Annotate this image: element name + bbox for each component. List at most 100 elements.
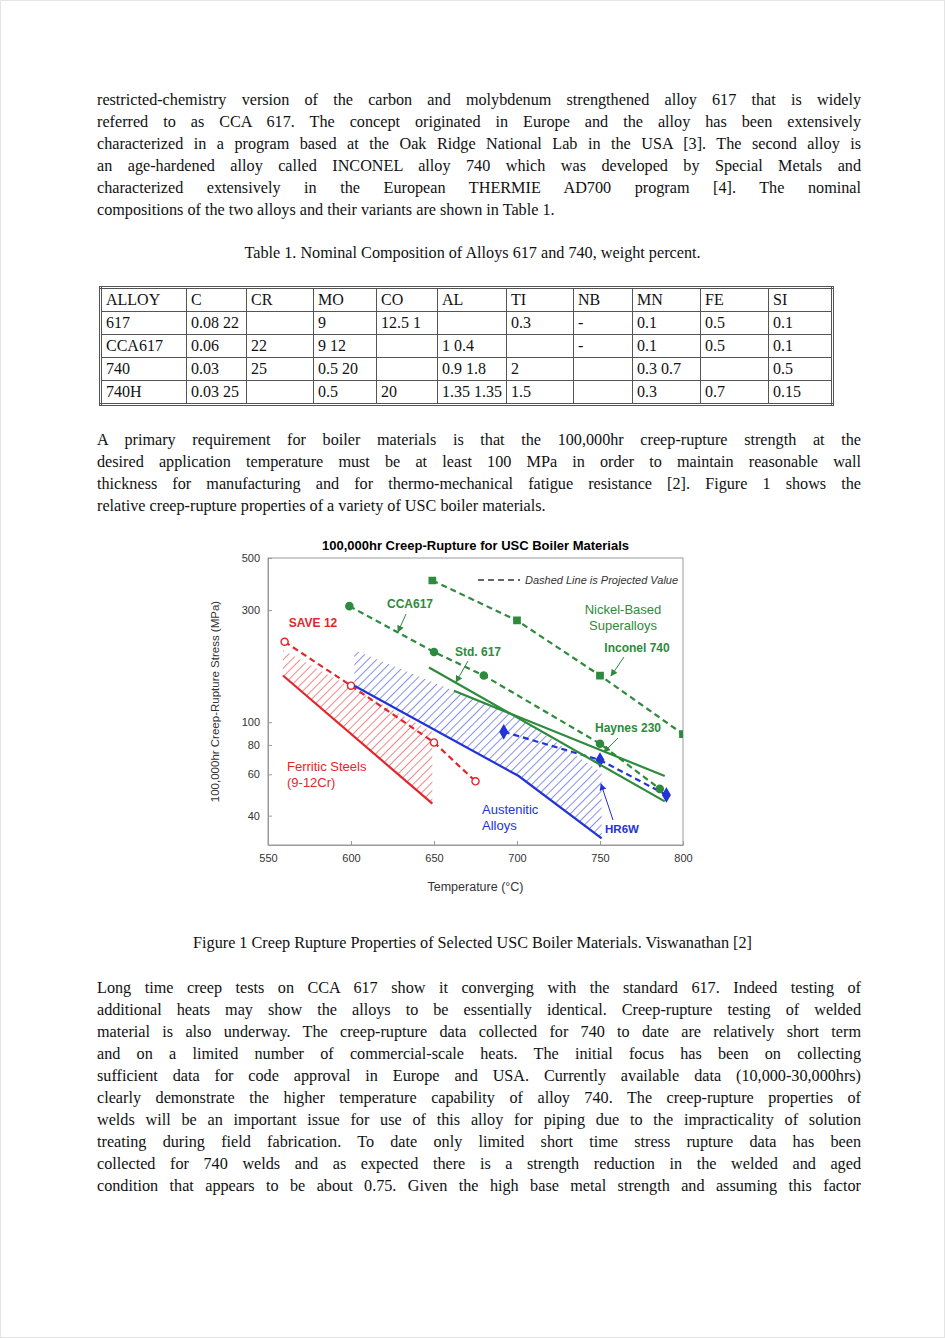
y-tick-mark xyxy=(268,774,272,775)
series-label: Haynes 230 xyxy=(595,721,661,735)
text-line: an age-hardened alloy called INCONEL all… xyxy=(97,155,861,177)
table-cell: 0.1 xyxy=(769,335,833,358)
table-cell: 22 xyxy=(247,335,314,358)
text-line: sufficient data for code approval in Eur… xyxy=(97,1065,861,1087)
table-row: 6170.08 22912.5 10.3-0.10.50.1 xyxy=(101,312,833,335)
table-cell: 740 xyxy=(101,358,187,381)
table-cell: 9 xyxy=(314,312,377,335)
table-row: 7400.03250.5 200.9 1.820.3 0.70.5 xyxy=(101,358,833,381)
series-label: Inconel 740 xyxy=(604,641,670,655)
y-tick-label: 40 xyxy=(248,810,260,822)
y-tick-label: 100 xyxy=(242,716,260,728)
table-cell: 0.03 xyxy=(187,358,247,381)
text-line: relative creep-rupture properties of a v… xyxy=(97,495,861,517)
series-marker xyxy=(680,731,683,737)
series-marker xyxy=(480,672,487,679)
table-cell: 12.5 1 xyxy=(377,312,438,335)
table-cell: 0.5 xyxy=(701,312,769,335)
y-tick-mark xyxy=(268,745,272,746)
plot-frame xyxy=(268,558,683,845)
text-line: condition that appears to be about 0.75.… xyxy=(97,1175,861,1197)
figure-caption: Figure 1 Creep Rupture Properties of Sel… xyxy=(0,932,945,954)
text-line: Long time creep tests on CCA 617 show it… xyxy=(97,977,861,999)
text-line: characterized extensively in the Europea… xyxy=(97,177,861,199)
table-header-cell: TI xyxy=(507,288,574,312)
annotation: Superalloys xyxy=(589,618,657,633)
series-marker xyxy=(663,789,670,802)
y-tick: 40 xyxy=(248,810,272,822)
table-cell: 0.5 xyxy=(701,335,769,358)
table-cell: 0.3 xyxy=(633,381,701,405)
y-tick: 80 xyxy=(248,739,272,751)
x-tick-label: 700 xyxy=(508,852,526,864)
y-tick-mark xyxy=(268,610,272,611)
table-header-cell: AL xyxy=(438,288,507,312)
text-line: material is also underway. The creep-rup… xyxy=(97,1021,861,1043)
y-tick-label: 80 xyxy=(248,739,260,751)
table-cell: 0.1 xyxy=(769,312,833,335)
text-line: compositions of the two alloys and their… xyxy=(97,199,861,221)
series-label: Austenitic xyxy=(482,802,539,817)
y-tick: 60 xyxy=(248,768,272,780)
annotation-line-sample xyxy=(478,579,520,581)
series-marker xyxy=(597,672,603,678)
table-cell: CCA617 xyxy=(101,335,187,358)
series-line xyxy=(429,667,665,801)
table-header-cell: CO xyxy=(377,288,438,312)
text-line: collected for 740 welds and as expected … xyxy=(97,1153,861,1175)
y-axis-title: 100,000hr Creep-Rupture Stress (MPa) xyxy=(209,601,221,803)
label-arrow xyxy=(456,661,468,682)
table-cell: 2 xyxy=(507,358,574,381)
table-cell xyxy=(574,381,633,405)
x-tick-label: 600 xyxy=(342,852,360,864)
y-tick: 300 xyxy=(242,604,272,616)
y-tick: 500 xyxy=(242,552,272,564)
table-cell: 1.35 1.35 xyxy=(438,381,507,405)
series-marker xyxy=(656,785,663,792)
text-line: additional heats may show the alloys to … xyxy=(97,999,861,1021)
table-cell xyxy=(438,312,507,335)
table-cell xyxy=(574,358,633,381)
label-arrow xyxy=(604,738,618,752)
table-cell: 0.08 22 xyxy=(187,312,247,335)
table-cell: 0.1 xyxy=(633,312,701,335)
label-arrow xyxy=(611,657,624,676)
series-label: HR6W xyxy=(605,823,639,835)
series-label: Std. 617 xyxy=(455,645,501,659)
x-tick: 650 xyxy=(425,841,443,864)
series-marker xyxy=(472,778,479,785)
x-tick-mark xyxy=(517,841,518,845)
table-header-cell: C xyxy=(187,288,247,312)
series-label: (9-12Cr) xyxy=(287,775,335,790)
series-line xyxy=(454,691,665,776)
series-labels: Ferritic Steels(9-12Cr)SAVE 12Austenitic… xyxy=(287,574,678,835)
table-row: 740H0.03 250.5201.35 1.351.50.30.70.15 xyxy=(101,381,833,405)
series-marker xyxy=(514,617,520,623)
series-label: Ferritic Steels xyxy=(287,759,367,774)
series-line xyxy=(504,732,667,795)
text-line: and on a limited number of commercial-sc… xyxy=(97,1043,861,1065)
x-tick-mark xyxy=(683,841,684,845)
table-header-cell: NB xyxy=(574,288,633,312)
series-marker xyxy=(346,603,353,610)
band-lower-line xyxy=(354,686,601,839)
table-cell xyxy=(377,335,438,358)
y-tick-mark xyxy=(268,816,272,817)
y-axis-line xyxy=(268,559,269,846)
x-tick-mark xyxy=(600,841,601,845)
table-header-cell: ALLOY xyxy=(101,288,187,312)
table-cell: 20 xyxy=(377,381,438,405)
x-tick: 750 xyxy=(591,841,609,864)
series-marker xyxy=(430,739,437,746)
y-tick-label: 500 xyxy=(242,552,260,564)
table-cell: 1.5 xyxy=(507,381,574,405)
text-line: thickness for manufacturing and for ther… xyxy=(97,473,861,495)
table-cell: 0.3 xyxy=(507,312,574,335)
x-axis-line xyxy=(269,845,684,846)
series-marker xyxy=(596,740,603,747)
table-header-row: ALLOYCCRMOCOALTINBMNFESI xyxy=(101,288,833,312)
table-cell: - xyxy=(574,335,633,358)
series-marker xyxy=(429,577,435,583)
table-cell: 0.06 xyxy=(187,335,247,358)
table-row: CCA6170.06229 121 0.4-0.10.50.1 xyxy=(101,335,833,358)
